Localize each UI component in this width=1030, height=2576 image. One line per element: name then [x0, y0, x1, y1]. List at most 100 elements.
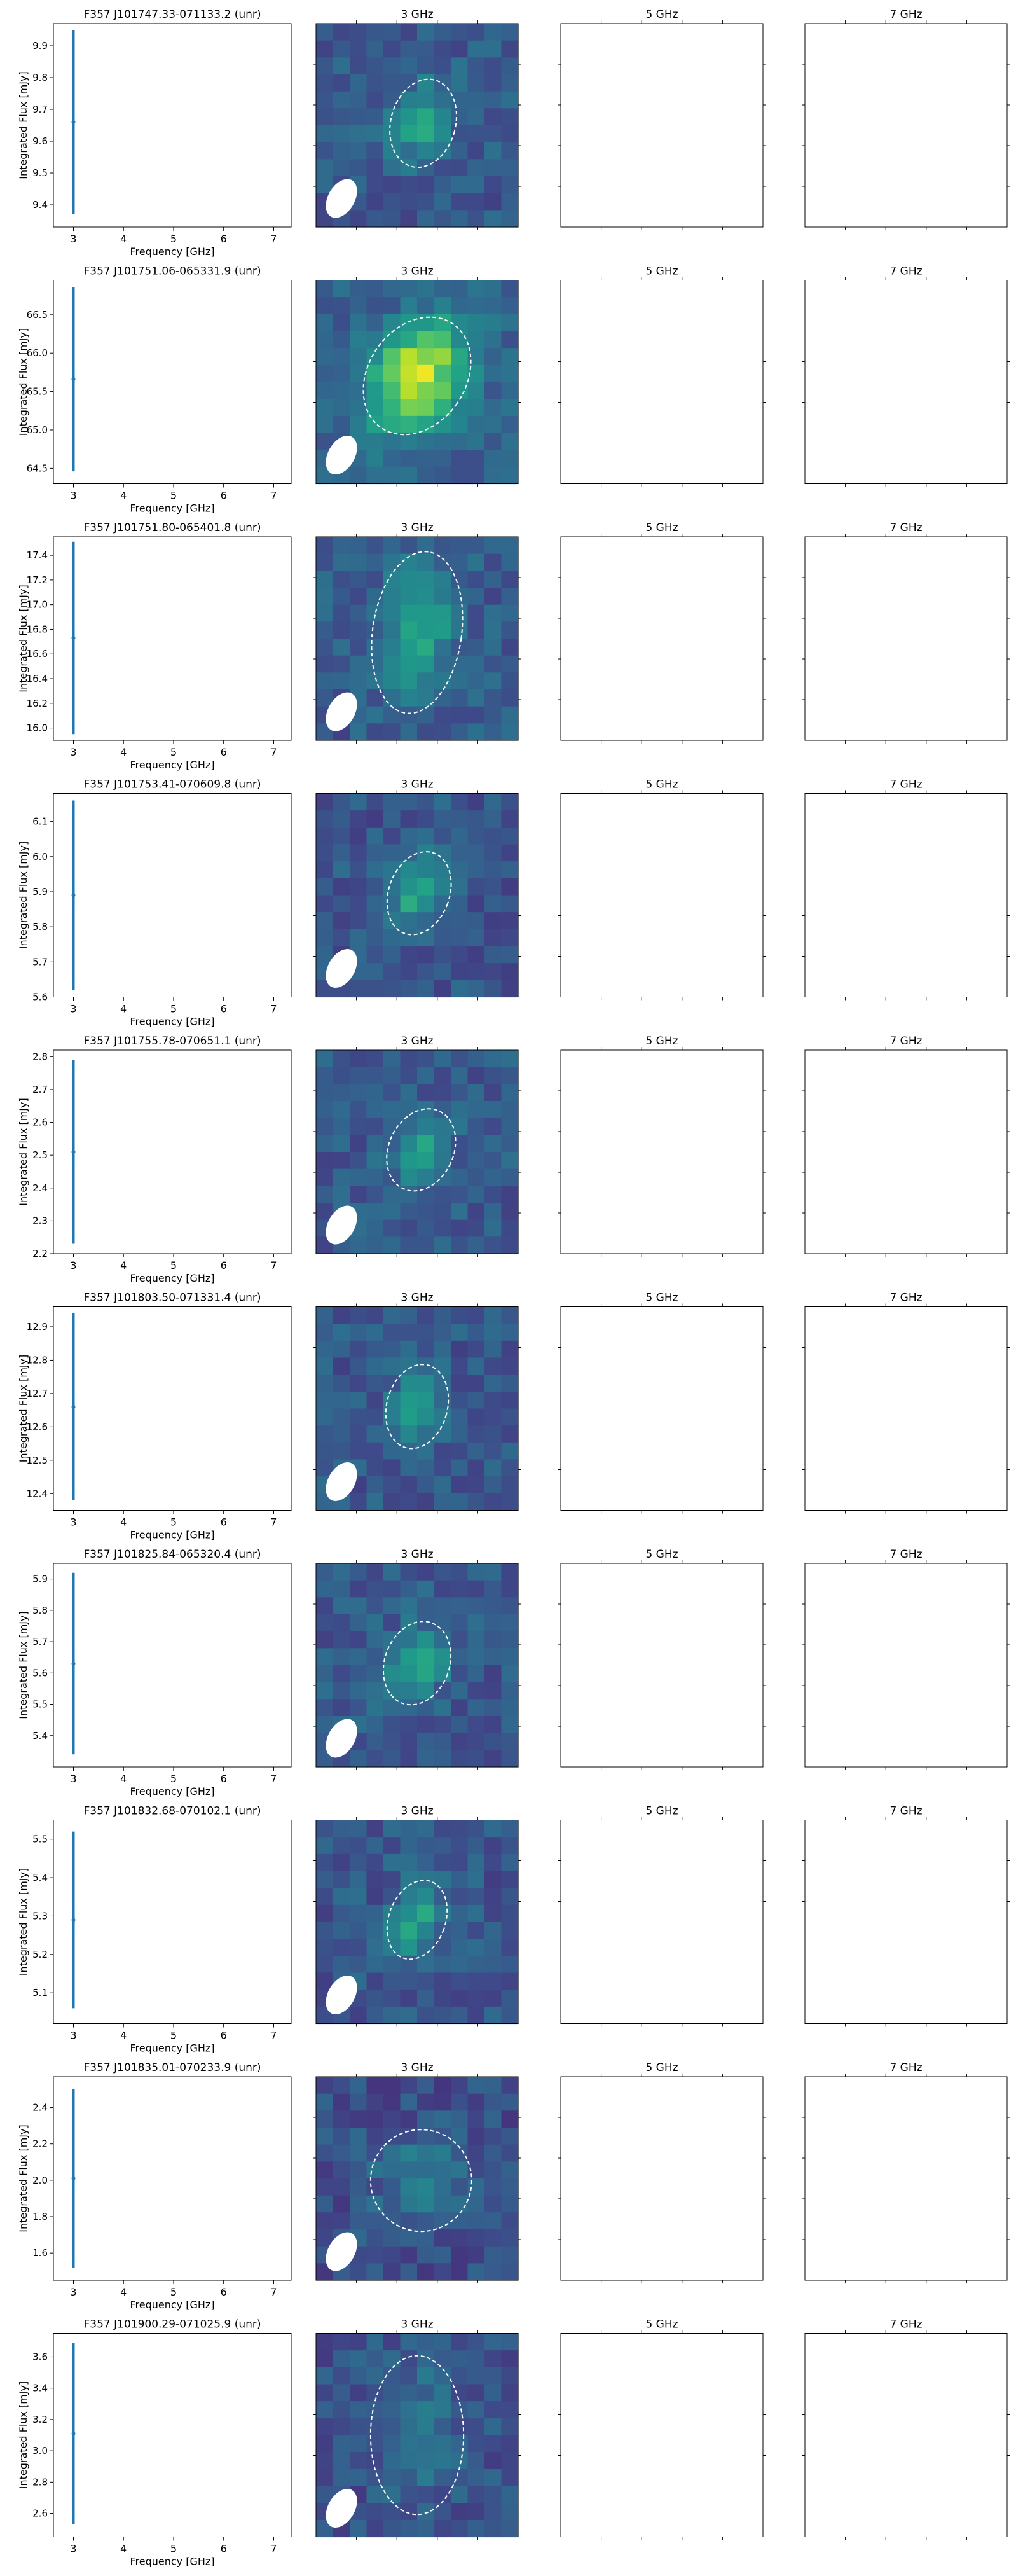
x-tick-label: 7	[270, 1259, 277, 1271]
image-pixel	[383, 1750, 401, 1768]
image-pixel	[333, 2367, 350, 2385]
y-tick-label: 9.7	[32, 104, 48, 115]
image-pixel	[501, 2503, 519, 2521]
image-pixel	[484, 1101, 502, 1119]
image-pixel	[484, 1442, 502, 1460]
image-pixel	[467, 1631, 485, 1649]
y-tick-label: 9.6	[32, 135, 48, 147]
image-pixel	[451, 861, 469, 879]
image-pixel	[316, 2195, 334, 2213]
spectrum-row-4: F357 J101755.78-070651.1 (unr)3 4 5 6 72.22.…	[17, 1035, 1010, 1284]
image-pixel	[501, 1563, 519, 1581]
image-pixel	[451, 176, 469, 194]
image-pixel	[383, 844, 401, 862]
image-pixel	[451, 621, 469, 639]
image-pixel	[383, 878, 401, 896]
image-pixel	[383, 2212, 401, 2230]
image-pixel	[350, 466, 367, 485]
y-axis-label: Integrated Flux [mJy]	[17, 585, 29, 692]
image-pixel	[467, 672, 485, 690]
image-pixel	[333, 331, 350, 349]
image-pixel	[316, 280, 334, 298]
panel-frame	[560, 1306, 764, 1511]
x-tick-label: 7	[270, 490, 277, 502]
image-pixel	[434, 2161, 451, 2179]
image-pixel	[350, 57, 367, 75]
image-pixel	[467, 399, 485, 417]
image-pixel	[316, 1101, 334, 1119]
panel-title: 5 GHz	[645, 8, 678, 21]
image-pixel	[484, 2229, 502, 2247]
plot-frame	[53, 2333, 292, 2537]
image-pixel	[501, 1203, 519, 1221]
image-pixel	[383, 1186, 401, 1203]
panel-title: 7 GHz	[889, 522, 922, 534]
panel-frame	[804, 536, 1008, 741]
image-pixel	[333, 1580, 350, 1598]
image-pixel	[434, 621, 451, 639]
image-pixel	[451, 2418, 469, 2436]
image-pixel	[383, 210, 401, 228]
image-pixel	[316, 1459, 334, 1477]
image-pixel	[366, 2178, 384, 2196]
image-pixel	[434, 1563, 451, 1581]
image-pixel	[383, 1648, 401, 1666]
image-pixel	[434, 125, 451, 143]
image-pixel	[383, 588, 401, 606]
image-pixel	[467, 193, 485, 211]
plot-title: F357 J101751.06-065331.9 (unr)	[83, 265, 261, 278]
image-pixel	[316, 1837, 334, 1855]
image-pixel	[501, 1442, 519, 1460]
image-pixel	[350, 1648, 367, 1666]
image-pixel	[417, 142, 435, 160]
image-pixel	[383, 2333, 401, 2351]
image-pixel	[350, 878, 367, 896]
image-pixel	[484, 415, 502, 434]
x-tick-label: 3	[70, 1773, 76, 1785]
image-pixel	[417, 2350, 435, 2368]
x-tick-label: 4	[120, 2286, 127, 2298]
y-tick-label: 9.8	[32, 72, 48, 83]
panel-frame	[560, 1049, 764, 1254]
image-pixel	[434, 639, 451, 656]
image-pixel	[366, 415, 384, 434]
image-pixel	[417, 844, 435, 862]
image-pixel	[350, 1408, 367, 1426]
image-pixel	[467, 2229, 485, 2247]
image-pixel	[350, 2178, 367, 2196]
image-panel-3-ghz: 3 GHz	[313, 1805, 521, 2027]
image-pixel	[434, 2128, 451, 2145]
image-pixel	[366, 1750, 384, 1768]
image-pixel	[400, 1904, 418, 1923]
image-pixel	[484, 142, 502, 160]
panel-title: 5 GHz	[645, 779, 678, 791]
image-pixel	[400, 571, 418, 588]
data-point	[71, 636, 76, 641]
image-pixel	[400, 1476, 418, 1494]
image-pixel	[484, 793, 502, 811]
image-pixel	[501, 1665, 519, 1683]
image-pixel	[400, 2212, 418, 2230]
image-pixel	[501, 929, 519, 947]
image-pixel	[451, 2367, 469, 2385]
image-pixel	[400, 2333, 418, 2351]
image-pixel	[383, 40, 401, 58]
image-pixel	[350, 108, 367, 126]
image-pixel	[484, 1375, 502, 1392]
image-pixel	[383, 1135, 401, 1153]
image-pixel	[501, 433, 519, 450]
image-pixel	[400, 1442, 418, 1460]
x-tick-label: 3	[70, 1259, 76, 1271]
image-pixel	[451, 1939, 469, 1956]
y-axis-label: Integrated Flux [mJy]	[17, 2124, 29, 2232]
image-pixel	[383, 74, 401, 92]
x-tick-label: 7	[270, 1516, 277, 1528]
image-panel-7-ghz: 7 GHz	[802, 2318, 1010, 2540]
image-pixel	[451, 706, 469, 724]
image-pixel	[350, 1324, 367, 1341]
image-pixel	[451, 57, 469, 75]
image-pixel	[316, 2401, 334, 2419]
image-pixel	[316, 895, 334, 913]
image-pixel	[366, 125, 384, 143]
image-pixel	[350, 24, 367, 41]
